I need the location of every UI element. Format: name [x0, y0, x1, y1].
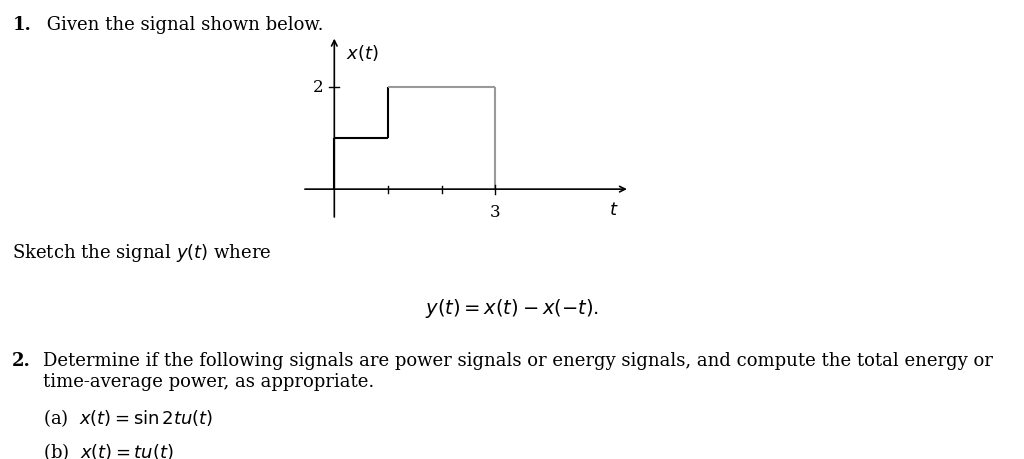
Text: (b)  $x(t) = tu(t)$: (b) $x(t) = tu(t)$: [43, 441, 174, 459]
Text: $y(t) = x(t) - x(-t).$: $y(t) = x(t) - x(-t).$: [425, 296, 599, 319]
Text: Given the signal shown below.: Given the signal shown below.: [41, 16, 324, 34]
Text: $x(t)$: $x(t)$: [346, 43, 379, 63]
Text: $t$: $t$: [609, 201, 618, 219]
Text: 2: 2: [313, 79, 324, 96]
Text: 3: 3: [490, 204, 501, 221]
Text: 1.: 1.: [12, 16, 31, 34]
Text: Determine if the following signals are power signals or energy signals, and comp: Determine if the following signals are p…: [43, 351, 993, 390]
Text: (a)  $x(t) = \sin 2tu(t)$: (a) $x(t) = \sin 2tu(t)$: [43, 406, 213, 428]
Text: 2.: 2.: [12, 351, 31, 369]
Text: Sketch the signal $y(t)$ where: Sketch the signal $y(t)$ where: [12, 241, 271, 263]
